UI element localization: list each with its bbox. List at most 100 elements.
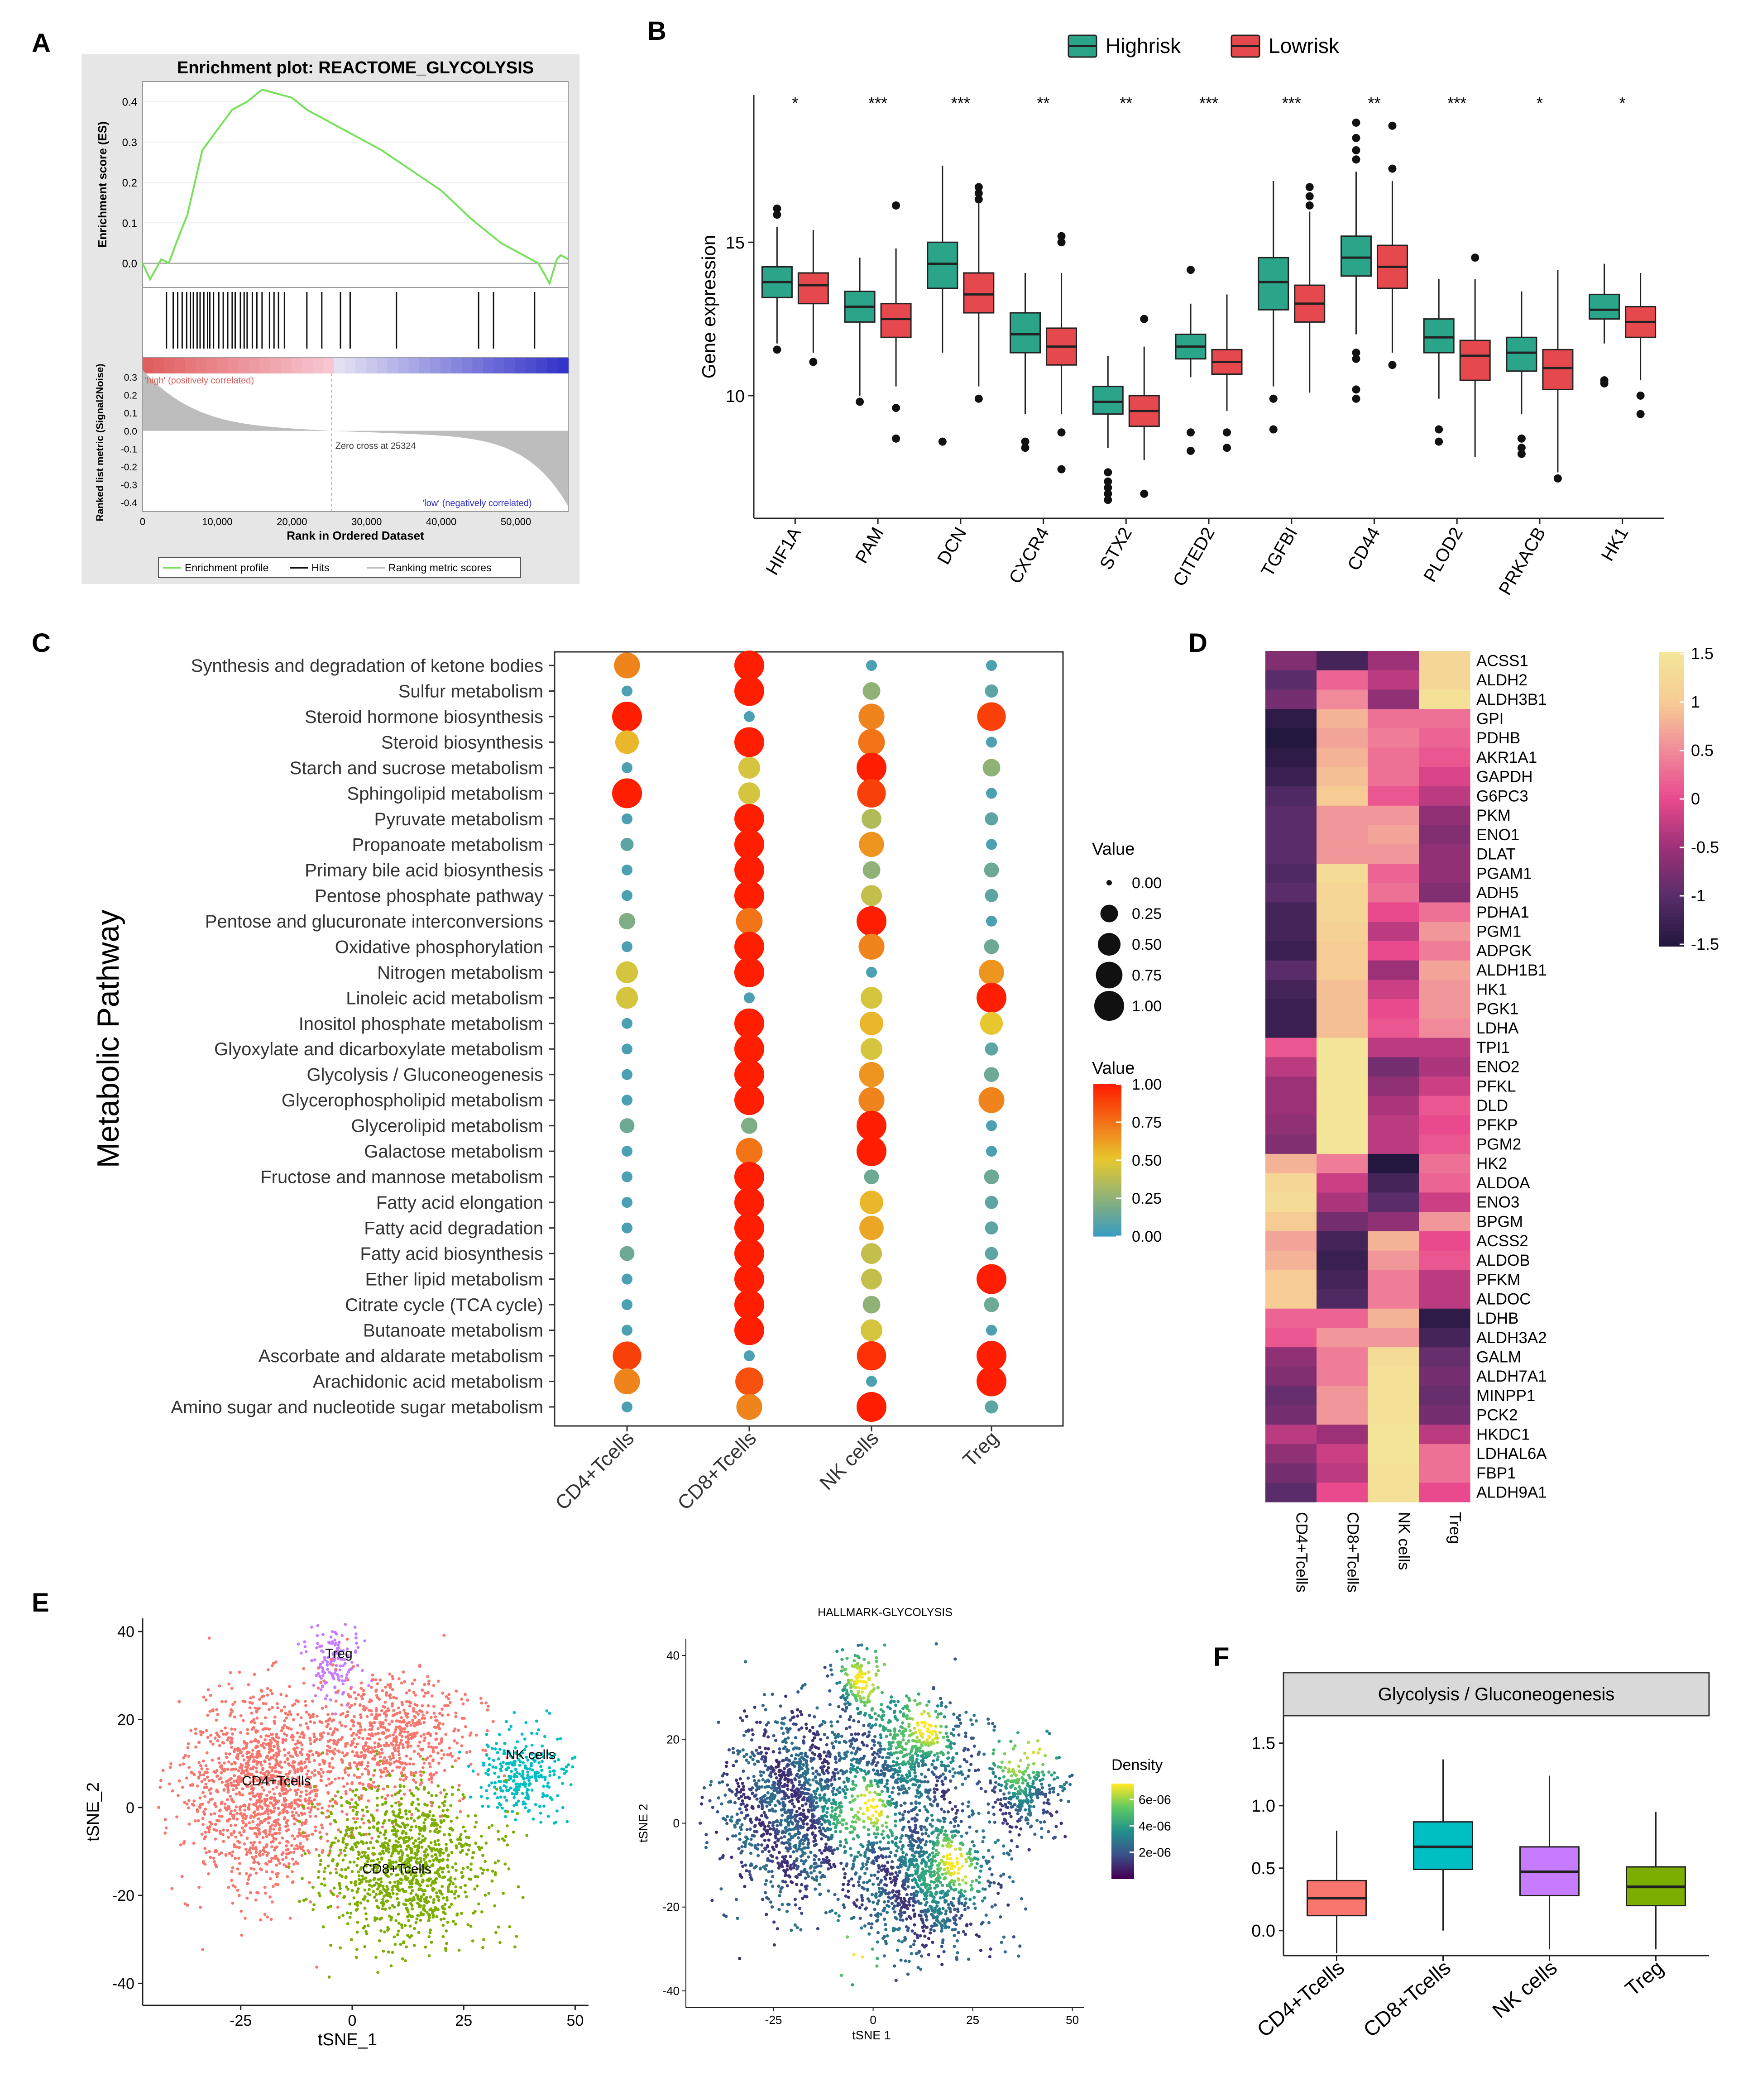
cell-point-cd8-tcells: [369, 1778, 373, 1781]
cell-point-cd8-tcells: [448, 1905, 451, 1909]
color-legend-segment: [1093, 1129, 1121, 1133]
legend-label: Lowrisk: [1269, 34, 1340, 57]
cell-point-cd4-tcells: [347, 1774, 350, 1777]
cell-point-cd4-tcells: [298, 1784, 302, 1788]
cell-point-cd4-tcells: [447, 1693, 451, 1696]
cell-point-cd4-tcells: [268, 1747, 271, 1751]
cell-point-cd8-tcells: [358, 1874, 361, 1878]
density-point: [720, 1802, 723, 1806]
cell-point-cd4-tcells: [248, 1792, 251, 1795]
cell-point-cd8-tcells: [432, 1888, 436, 1891]
density-point: [755, 1720, 759, 1724]
cell-point-cd8-tcells: [360, 1840, 364, 1844]
cell-point-nk-cells: [555, 1809, 559, 1813]
cell-point-cd4-tcells: [298, 1735, 302, 1739]
density-point: [844, 1667, 848, 1671]
cell-point-cd8-tcells: [311, 1908, 315, 1911]
cell-point-cd4-tcells: [242, 1829, 246, 1832]
cell-point-cd4-tcells: [408, 1762, 412, 1766]
cell-point-cd8-tcells: [321, 1751, 325, 1755]
density-point: [845, 1841, 848, 1845]
cell-point-cd4-tcells: [371, 1673, 374, 1677]
cell-point-cd8-tcells: [438, 1889, 441, 1893]
cell-point-nk-cells: [484, 1771, 488, 1775]
outlier-point: [1140, 489, 1149, 498]
cell-point-treg: [343, 1679, 347, 1683]
outlier-point: [1223, 428, 1231, 437]
cell-point-cd8-tcells: [327, 1853, 330, 1857]
cell-point-cd4-tcells: [370, 1713, 374, 1716]
density-point: [864, 1680, 868, 1684]
density-point: [790, 1928, 793, 1932]
cell-point-cd4-tcells: [258, 1752, 261, 1756]
heatmap-cell: [1265, 1270, 1317, 1290]
cell-point-cd8-tcells: [358, 1878, 361, 1881]
gene-row-label: ALDH3A2: [1476, 1329, 1547, 1347]
cell-point-cd4-tcells: [254, 1739, 258, 1742]
cell-point-cd4-tcells: [252, 1794, 255, 1798]
cell-point-cd4-tcells: [375, 1808, 379, 1812]
cell-point-nk-cells: [491, 1765, 495, 1769]
cell-point-cd8-tcells: [445, 1942, 449, 1945]
cell-point-cd8-tcells: [311, 1802, 314, 1806]
cell-point-cd8-tcells: [339, 1830, 343, 1834]
cell-point-cd4-tcells: [355, 1751, 359, 1755]
cell-point-cd8-tcells: [414, 1807, 418, 1810]
cell-point-cd4-tcells: [300, 1762, 303, 1765]
cell-point-cd4-tcells: [281, 1727, 285, 1730]
cell-point-cd8-tcells: [400, 1797, 403, 1800]
density-point: [875, 1656, 878, 1660]
pathway-dot: [621, 1018, 633, 1029]
density-point: [839, 1696, 843, 1699]
cell-point-cd4-tcells: [422, 1721, 426, 1724]
density-point: [726, 1783, 729, 1787]
colorbar-segment: [1659, 722, 1684, 726]
pathway-dot: [982, 759, 1001, 777]
pathway-dot: [743, 711, 755, 722]
density-point: [841, 1648, 844, 1652]
cell-point-cd8-tcells: [434, 1843, 437, 1846]
panel-b-y-tick-label: 10: [726, 387, 745, 406]
cell-point-nk-cells: [487, 1745, 490, 1748]
cell-point-cd4-tcells: [185, 1776, 188, 1780]
cell-point-nk-cells: [530, 1743, 534, 1747]
cell-point-cd4-tcells: [203, 1795, 207, 1798]
cell-point-cd8-tcells: [409, 1891, 413, 1895]
cell-point-cd8-tcells: [428, 1829, 432, 1833]
density-point: [881, 1691, 884, 1694]
pathway-label: Fatty acid degradation: [364, 1219, 543, 1239]
ranking-color-bar-segment: [366, 358, 377, 373]
cell-point-cd8-tcells: [445, 1815, 449, 1818]
cell-point-cd8-tcells: [287, 1865, 291, 1869]
heatmap-cell: [1368, 1289, 1419, 1309]
cell-point-cd4-tcells: [439, 1791, 442, 1794]
outlier-point: [1140, 315, 1149, 323]
cell-point-cd4-tcells: [446, 1713, 450, 1717]
cell-point-cd8-tcells: [302, 1805, 305, 1808]
cell-point-cd8-tcells: [348, 1915, 352, 1919]
density-point: [845, 1673, 849, 1677]
colorbar-segment: [1659, 917, 1684, 921]
cell-point-cd8-tcells: [475, 1884, 479, 1888]
cell-point-cd4-tcells: [386, 1794, 389, 1797]
cell-point-cd4-tcells: [395, 1736, 398, 1740]
cell-point-treg: [341, 1692, 345, 1696]
heatmap-cell: [1317, 1386, 1368, 1406]
pathway-dot: [734, 880, 764, 911]
density-point: [863, 1703, 867, 1707]
cell-point-cd4-tcells: [180, 1875, 184, 1878]
ranking-color-bar-segment: [398, 358, 409, 373]
cell-point-cd4-tcells: [163, 1831, 167, 1835]
density-point: [784, 1855, 787, 1858]
cell-point-cd4-tcells: [303, 1760, 306, 1764]
cell-point-cd4-tcells: [240, 1933, 244, 1937]
cell-point-nk-cells: [514, 1818, 517, 1822]
cell-point-cd4-tcells: [325, 1719, 328, 1723]
cell-point-cd4-tcells: [251, 1827, 254, 1830]
cell-point-cd4-tcells: [259, 1821, 263, 1824]
cell-point-cd4-tcells: [231, 1732, 235, 1736]
ranking-color-bar-segment: [164, 358, 175, 373]
cell-point-cd8-tcells: [410, 1792, 413, 1795]
cell-point-cd4-tcells: [277, 1799, 280, 1803]
cell-point-treg: [341, 1649, 345, 1653]
